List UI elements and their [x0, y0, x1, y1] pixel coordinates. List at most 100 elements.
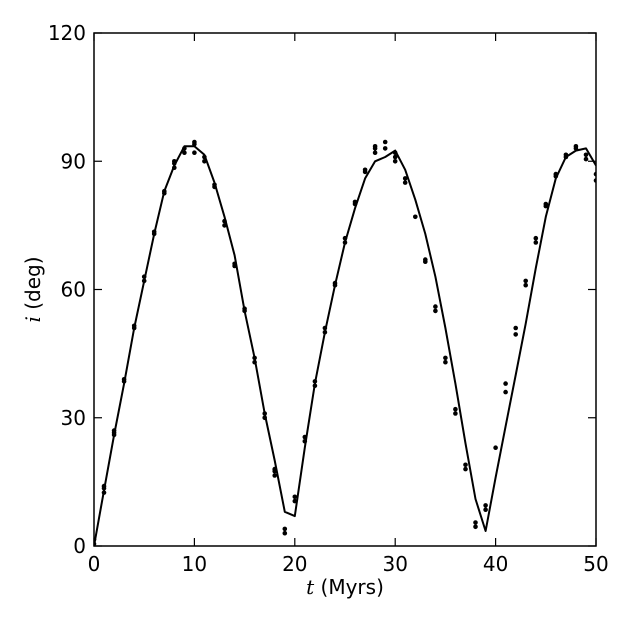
data-point — [563, 152, 569, 158]
data-point — [543, 201, 549, 207]
data-point — [342, 240, 348, 245]
x-axis-variable: t — [306, 575, 315, 599]
data-point — [362, 167, 368, 173]
data-point — [392, 150, 398, 155]
y-axis-label: i (deg) — [21, 256, 45, 322]
data-point — [392, 159, 398, 164]
data-point — [533, 240, 539, 245]
data-point — [322, 330, 328, 335]
data-point — [513, 325, 518, 331]
data-point — [262, 415, 268, 421]
data-point — [292, 494, 298, 500]
data-point — [372, 144, 378, 149]
data-point — [262, 411, 268, 416]
plot-frame — [93, 32, 597, 547]
data-point — [101, 483, 107, 489]
data-point — [312, 383, 318, 389]
data-point — [352, 199, 358, 205]
y-tick-label: 120 — [48, 21, 86, 45]
data-point — [513, 332, 518, 337]
data-point — [282, 530, 288, 536]
data-point — [222, 223, 227, 228]
data-point — [101, 490, 107, 495]
data-point — [413, 214, 418, 220]
x-tick-label: 20 — [282, 552, 307, 576]
x-tick-label: 10 — [182, 552, 207, 576]
x-axis-unit: (Myrs) — [314, 575, 384, 599]
y-axis-variable: i — [21, 316, 45, 322]
data-point — [192, 139, 197, 145]
data-point — [242, 306, 247, 312]
data-point — [272, 466, 278, 472]
data-point — [252, 355, 257, 361]
data-point — [322, 325, 328, 331]
series-line — [94, 145, 596, 546]
data-point — [523, 278, 528, 284]
data-point — [332, 280, 338, 286]
plot-area — [94, 139, 596, 546]
data-point — [463, 466, 468, 472]
data-point — [463, 462, 468, 468]
y-tick-label: 60 — [61, 278, 86, 302]
y-axis-ticks: 0 30 60 90 120 — [48, 21, 596, 558]
data-point — [402, 180, 408, 185]
data-point — [402, 176, 408, 181]
data-point — [111, 430, 117, 436]
data-point — [372, 150, 378, 155]
data-point — [453, 406, 458, 412]
y-tick-label: 0 — [73, 534, 86, 558]
data-point — [312, 379, 318, 384]
data-point — [192, 150, 197, 155]
data-point — [172, 165, 177, 170]
data-point — [382, 139, 388, 145]
data-point — [533, 235, 539, 241]
x-axis-label: t (Myrs) — [306, 575, 384, 599]
data-point — [232, 261, 237, 267]
data-point — [182, 150, 187, 155]
data-point — [392, 154, 398, 160]
data-point — [573, 144, 579, 149]
data-point — [292, 498, 298, 504]
data-point — [282, 526, 288, 532]
x-axis-ticks: 0 10 20 30 40 50 — [88, 33, 609, 576]
data-point — [302, 439, 308, 444]
data-point — [503, 381, 508, 386]
data-point — [553, 171, 559, 177]
data-point — [493, 445, 498, 451]
data-point — [302, 434, 308, 440]
y-axis-unit: (deg) — [21, 256, 45, 316]
data-point — [342, 235, 348, 241]
x-tick-label: 40 — [483, 552, 508, 576]
data-point — [583, 152, 589, 158]
data-point — [212, 182, 217, 188]
data-point — [473, 524, 478, 530]
data-point — [151, 229, 157, 235]
data-point — [141, 278, 147, 284]
data-point — [141, 274, 147, 280]
data-point — [583, 156, 589, 162]
x-tick-label: 50 — [583, 552, 608, 576]
y-tick-label: 90 — [61, 149, 86, 173]
data-point — [131, 323, 137, 329]
data-point — [172, 159, 177, 164]
data-point — [483, 503, 488, 508]
data-point — [162, 188, 167, 194]
data-point — [483, 507, 488, 512]
data-point — [433, 308, 438, 314]
data-point — [121, 377, 127, 382]
data-point — [202, 159, 207, 164]
data-point — [423, 257, 428, 262]
x-tick-label: 30 — [382, 552, 407, 576]
data-point — [433, 304, 438, 309]
data-point — [523, 282, 528, 288]
data-point — [252, 359, 257, 365]
data-point — [202, 154, 207, 160]
data-point — [453, 411, 458, 416]
data-point — [443, 355, 448, 361]
data-point — [182, 146, 187, 151]
data-point — [272, 473, 278, 478]
x-tick-label: 0 — [88, 552, 101, 576]
y-tick-label: 30 — [61, 406, 86, 430]
data-point — [443, 359, 448, 365]
